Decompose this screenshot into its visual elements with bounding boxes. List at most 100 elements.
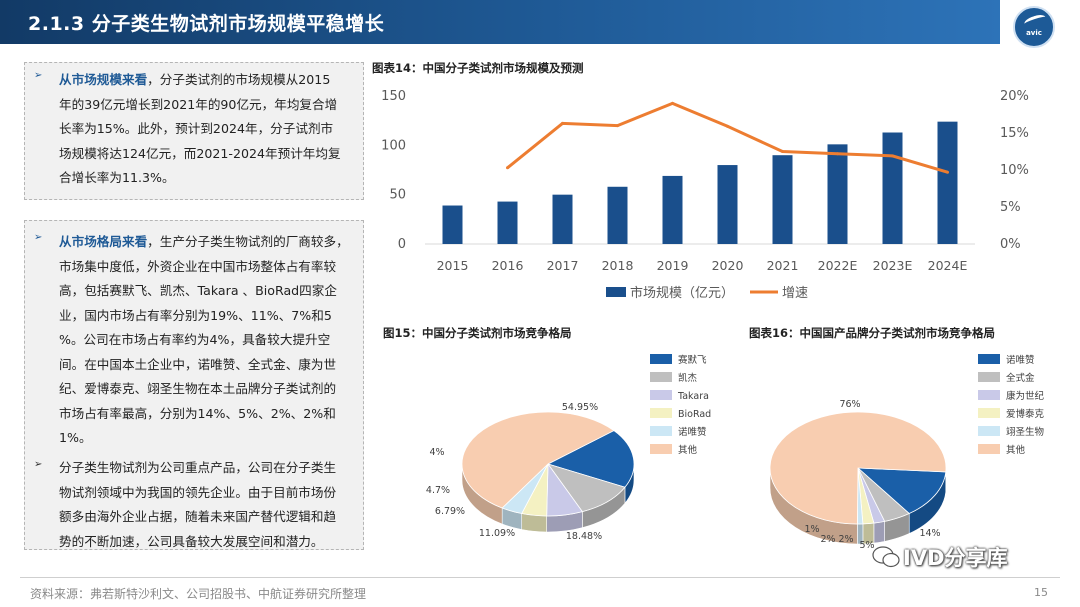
page-number: 15 [1034, 586, 1048, 599]
pie-slice [769, 411, 947, 525]
bar [882, 132, 903, 244]
text-line: 长率为15%。此外，预计到2024年，分子试剂市 [59, 121, 334, 136]
bar [937, 121, 958, 244]
x-tick-label: 2019 [657, 258, 689, 273]
pie-value-label: 14% [919, 528, 940, 539]
fig15-title: 图15：中国分子类试剂市场竞争格局 [383, 326, 572, 340]
pie-value-label: 6.79% [435, 506, 465, 517]
legend-swatch [650, 372, 672, 382]
fig16-title: 图表16：中国国产品牌分子类试剂市场竞争格局 [749, 326, 996, 340]
legend-swatch [650, 408, 672, 418]
bar [442, 205, 463, 244]
footer-divider [20, 577, 1060, 578]
pie-value-label: 54.95% [562, 402, 598, 413]
growth-point [891, 154, 894, 158]
logo-wing-icon [1023, 12, 1047, 29]
y-tick-label: 50 [389, 188, 406, 203]
wechat-icon [872, 546, 900, 568]
x-tick-label: 2022E [818, 258, 858, 273]
pie-slice [856, 467, 947, 515]
pie-value-label: 2% [820, 534, 835, 545]
legend-swatch [978, 354, 1000, 364]
bar [717, 165, 738, 244]
pie-value-label: 18.48% [566, 531, 602, 542]
legend-label: Takara [677, 391, 709, 402]
y-tick-label: 100 [381, 138, 406, 153]
legend-swatch [650, 444, 672, 454]
legend-label: 全式金 [1006, 372, 1035, 384]
text-line: 分子类生物试剂为公司重点产品，公司在分子类生 [59, 460, 337, 475]
growth-point [616, 124, 619, 128]
pie-value-label: 11.09% [479, 528, 515, 539]
growth-point [946, 170, 949, 174]
title-bar: 2.1.3 分子类生物试剂市场规模平稳增长 [0, 0, 1000, 44]
legend-label: 诺唯赞 [1006, 354, 1035, 366]
watermark: IVD分享库 [903, 546, 1008, 570]
market-size-box: ➢ 从市场规模来看，分子类试剂的市场规模从2015 年的39亿元增长到2021年… [24, 62, 364, 200]
legend-label: 增速 [782, 286, 808, 301]
legend-swatch-bar [606, 287, 626, 297]
market-structure-box: ➢ 从市场格局来看，生产分子类生物试剂的厂商较多， 市场集中度低，外资企业在中国… [24, 220, 364, 550]
growth-point [561, 121, 564, 125]
x-tick-label: 2018 [602, 258, 634, 273]
bullet-arrow-icon: ➢ [34, 70, 43, 81]
text-line: %。公司在市场占有率约为4%，具备较大提升空 [59, 332, 331, 347]
pie-slice [546, 430, 635, 488]
legend-swatch [978, 372, 1000, 382]
x-tick-label: 2021 [767, 258, 799, 273]
y2-tick-label: 15% [1000, 126, 1029, 141]
company-logo: avic [1013, 6, 1055, 48]
legend-swatch [650, 426, 672, 436]
pie-value-label: 5% [859, 540, 874, 551]
legend-swatch [978, 408, 1000, 418]
bullet-arrow-icon: ➢ [34, 232, 43, 243]
y-tick-label: 0 [398, 237, 406, 252]
legend-label: 爱博泰克 [1006, 408, 1045, 420]
page-title: 2.1.3 分子类生物试剂市场规模平稳增长 [28, 13, 385, 35]
market-structure-keyword: 从市场格局来看 [59, 234, 148, 249]
legend-label: 凯杰 [678, 372, 698, 384]
y2-tick-label: 20% [1000, 89, 1029, 104]
text-line: 高，包括赛默飞、凯杰、Takara 、BioRad四家企 [59, 283, 337, 298]
market-structure-text: 从市场格局来看，生产分子类生物试剂的厂商较多， 市场集中度低，外资企业在中国市场… [59, 230, 363, 451]
y-tick-label: 150 [381, 89, 406, 104]
pie-value-label: 4% [429, 447, 444, 458]
bar [772, 155, 793, 244]
growth-point [781, 150, 784, 153]
company-position-text: 分子类生物试剂为公司重点产品，公司在分子类生 物试剂领域中为我国的领先企业。由于… [59, 456, 363, 554]
text-line: 市场集中度低，外资企业在中国市场整体占有率较 [59, 258, 337, 274]
text-line: 间。在中国本土企业中，诺唯赞、全式金、康为世 [59, 356, 337, 372]
text-line: 年的39亿元增长到2021年的90亿元，年均复合增 [59, 96, 338, 112]
text-line: 场规模将达124亿元，而2021-2024年预计年均复 [59, 145, 341, 161]
text-line: 物试剂领域中为我国的领先企业。由于目前市场份 [59, 484, 337, 500]
bar [552, 194, 573, 244]
text-line: 合增长率为11.3%。 [59, 170, 175, 185]
logo-text: avic [1026, 29, 1042, 37]
growth-line [506, 101, 948, 174]
legend-label: 康为世纪 [1006, 390, 1045, 402]
pie-value-label: 76% [839, 399, 860, 410]
x-tick-label: 2024E [928, 258, 968, 273]
pie-value-label: 4.7% [426, 485, 450, 496]
legend-label: 市场规模（亿元） [630, 285, 734, 301]
market-size-text: 从市场规模来看，分子类试剂的市场规模从2015 年的39亿元增长到2021年的9… [59, 68, 359, 191]
legend-label: 其他 [678, 444, 698, 456]
x-tick-label: 2016 [492, 258, 524, 273]
growth-point [671, 101, 674, 105]
y2-tick-label: 5% [1000, 200, 1021, 215]
growth-point [836, 152, 839, 156]
y2-tick-label: 10% [1000, 163, 1029, 178]
fig14-title: 图表14：中国分子类试剂市场规模及预测 [372, 61, 584, 75]
market-size-keyword: 从市场规模来看 [59, 72, 148, 87]
text-line: ，生产分子类生物试剂的厂商较多， [147, 234, 349, 249]
legend-swatch [650, 390, 672, 400]
x-tick-label: 2017 [547, 258, 579, 273]
text-line: 纪、爱博泰克、翊圣生物在本土品牌分子类试剂的 [59, 381, 337, 396]
market-size-chart: 0 50 100 150 0% 5% 10% 15% 20% 2015 2016 2017 2018 20… [381, 89, 1029, 301]
legend-swatch [650, 354, 672, 364]
legend-swatch [978, 444, 1000, 454]
bar [607, 186, 628, 244]
bar [497, 201, 518, 244]
